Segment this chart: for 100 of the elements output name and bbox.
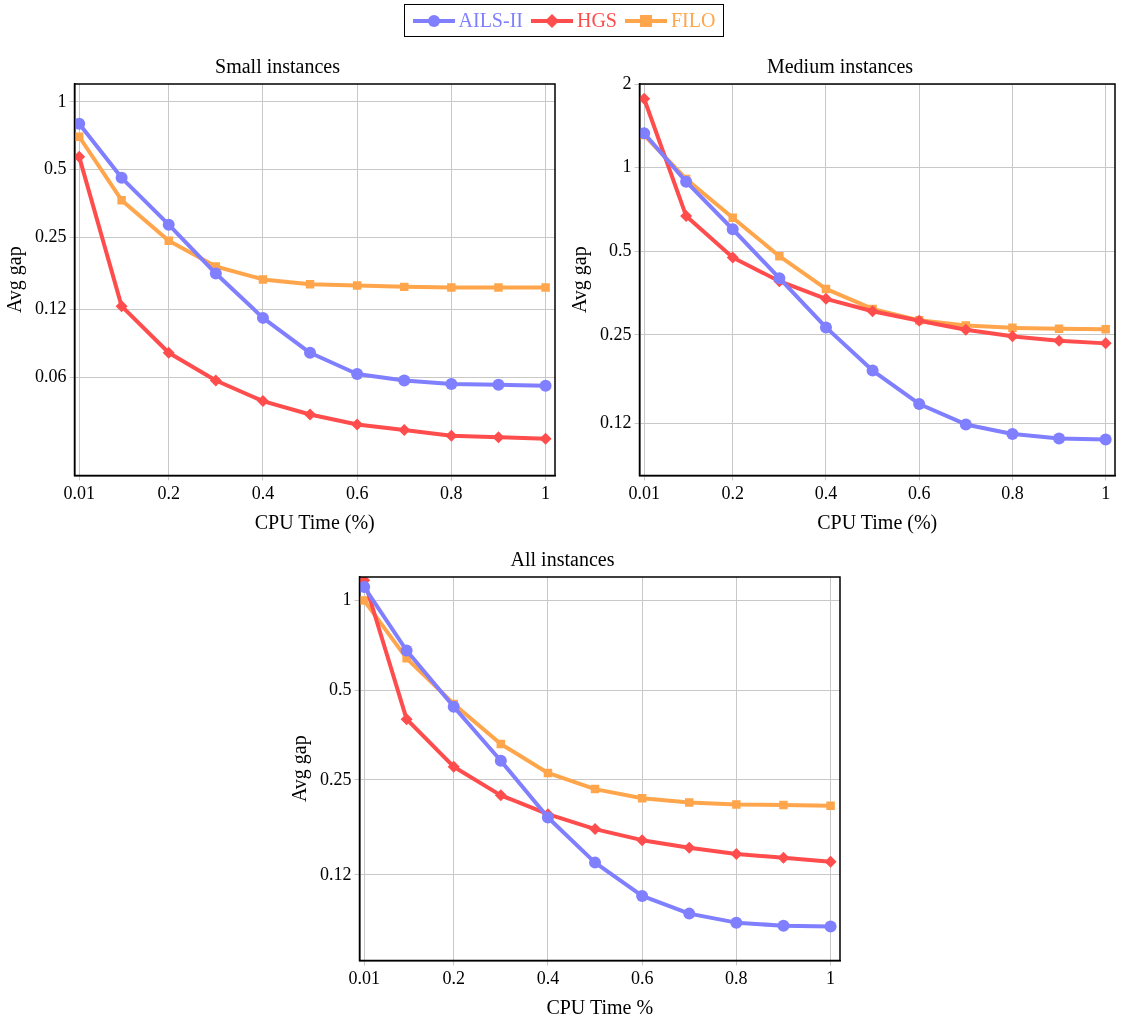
point: [730, 916, 743, 929]
legend-label: HGS: [576, 9, 617, 32]
point: [539, 379, 552, 392]
point: [164, 236, 173, 245]
point: [351, 367, 364, 380]
point: [304, 408, 317, 421]
x-tick-label: 0.4: [251, 482, 275, 503]
point: [732, 800, 741, 809]
point: [162, 218, 175, 231]
point: [400, 644, 413, 657]
point: [304, 346, 317, 359]
point: [683, 841, 696, 854]
y-tick-label: 2: [622, 72, 632, 93]
point: [913, 397, 926, 410]
point: [400, 713, 413, 726]
point: [256, 311, 269, 324]
y-tick-label: 0.5: [329, 679, 352, 700]
point: [398, 374, 411, 387]
x-tick-label: 0.8: [1001, 482, 1024, 503]
point: [685, 798, 694, 807]
point: [775, 251, 784, 261]
y-tick-label: 1: [342, 589, 352, 610]
legend-label: AILS-II: [458, 9, 523, 32]
y-tick-label: 0.5: [44, 158, 67, 179]
point: [639, 92, 651, 105]
point: [726, 251, 739, 264]
point: [866, 364, 879, 377]
point: [256, 395, 269, 408]
point: [779, 800, 788, 810]
x-tick-label: 0.6: [630, 967, 654, 988]
point: [636, 889, 649, 902]
x-tick-label: 0.01: [628, 482, 660, 503]
x-tick-label: 0.01: [348, 967, 380, 988]
point: [680, 175, 693, 188]
y-tick-label: 1: [57, 90, 67, 111]
point: [777, 919, 790, 932]
point: [115, 300, 128, 313]
x-tick-label: 0.2: [721, 482, 744, 503]
point: [589, 823, 602, 836]
point: [1008, 323, 1017, 333]
point: [359, 581, 371, 594]
x-tick-label: 1: [826, 967, 836, 988]
point: [162, 346, 175, 359]
point: [258, 275, 268, 284]
point: [305, 280, 315, 289]
point: [209, 267, 222, 280]
point: [447, 700, 460, 713]
y-axis-title: Avg gap: [568, 246, 592, 314]
point: [1101, 324, 1110, 334]
point: [726, 223, 739, 236]
point: [819, 292, 832, 305]
point: [447, 760, 460, 773]
x-axis-title: CPU Time %: [546, 996, 654, 1019]
point: [959, 323, 972, 336]
point: [359, 596, 369, 605]
y-tick-label: 0.12: [35, 298, 67, 319]
point: [74, 150, 86, 163]
y-tick-label: 0.12: [320, 863, 352, 884]
chart-title: All instances: [510, 548, 615, 571]
point: [1053, 432, 1066, 445]
x-tick-label: 0.2: [157, 482, 180, 503]
point: [683, 907, 696, 920]
x-tick-label: 1: [1101, 482, 1111, 503]
point: [74, 117, 86, 130]
point: [826, 801, 835, 810]
y-tick-label: 1: [622, 156, 632, 177]
point: [1099, 433, 1112, 446]
point: [959, 418, 972, 431]
point: [445, 377, 458, 390]
point: [115, 171, 128, 184]
x-tick-label: 0.8: [725, 967, 748, 988]
y-tick-label: 0.25: [35, 226, 67, 247]
y-axis-title: Avg gap: [288, 735, 312, 803]
point: [209, 374, 222, 387]
y-axis-title: Avg gap: [3, 246, 27, 314]
x-tick-label: 1: [541, 482, 551, 503]
x-tick-label: 0.2: [442, 967, 465, 988]
x-tick-label: 0.01: [63, 482, 95, 503]
y-tick-label: 0.5: [609, 239, 632, 260]
point: [117, 195, 126, 205]
x-axis-title: CPU Time (%): [254, 511, 375, 535]
point: [541, 283, 550, 292]
point: [866, 305, 879, 318]
point: [494, 283, 503, 292]
point: [680, 209, 693, 222]
point: [352, 281, 362, 290]
x-axis-title: CPU Time (%): [817, 511, 938, 535]
y-tick-label: 0.25: [600, 323, 632, 344]
y-tick-label: 0.06: [35, 365, 67, 386]
point: [824, 920, 837, 933]
x-tick-label: 0.4: [536, 967, 560, 988]
x-tick-label: 0.6: [345, 482, 369, 503]
x-tick-label: 0.4: [814, 482, 838, 503]
y-tick-label: 0.25: [320, 768, 352, 789]
y-tick-label: 0.12: [600, 412, 632, 433]
point: [819, 321, 832, 334]
x-tick-label: 0.8: [440, 482, 463, 503]
point: [589, 856, 602, 869]
point: [447, 283, 456, 292]
legend-label: FILO: [671, 9, 716, 32]
